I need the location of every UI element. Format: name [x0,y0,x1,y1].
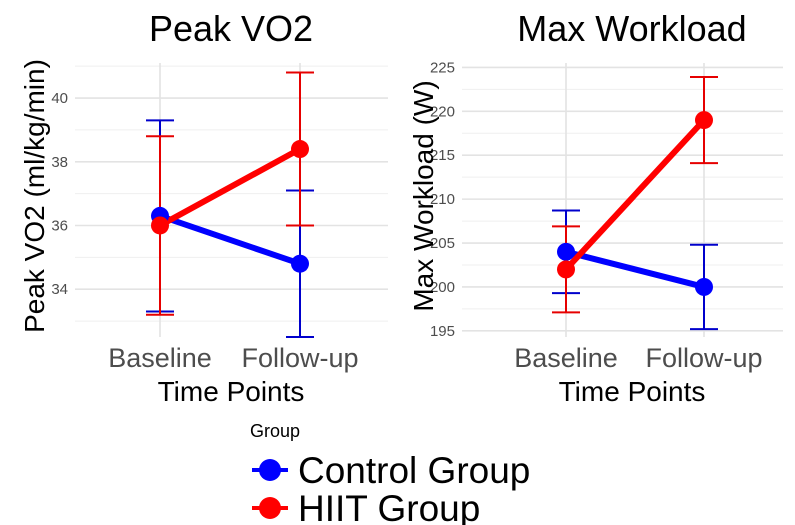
legend-item-hiit: HIIT Group [252,488,480,525]
y-tick-label: 40 [51,90,68,107]
y-axis-title: Max Workload (W) [408,80,439,311]
y-axis-ticks: 195 200 205 210 215 220 225 [430,59,455,339]
data-point [695,111,713,130]
y-tick-label: 225 [430,59,455,76]
legend-key-point [259,459,281,481]
series-line [157,146,303,229]
x-tick-label: Follow-up [645,343,762,373]
legend-title: Group [250,421,300,441]
series-line [157,212,303,267]
series-line [563,117,707,273]
legend-label: Control Group [298,450,530,491]
series-marks [146,71,314,338]
legend-label: HIIT Group [298,488,480,525]
panel-peak-vo2: Peak VO2 34 36 38 40 Baseline Follow-up Time… [19,8,388,407]
legend-key-point [259,497,281,519]
series-marks [552,76,718,331]
x-tick-label: Baseline [108,343,212,373]
chart-title: Max Workload [517,8,746,49]
y-axis-title: Peak VO2 (ml/kg/min) [19,59,50,333]
data-point [557,260,575,279]
data-point [291,140,309,159]
y-tick-label: 36 [51,217,68,234]
x-axis-ticks: Baseline Follow-up [108,343,358,373]
series-line [563,248,707,290]
data-point [695,277,713,296]
y-axis-ticks: 34 36 38 40 [51,90,68,298]
x-axis-ticks: Baseline Follow-up [514,343,762,373]
y-tick-label: 215 [430,147,455,164]
legend: Group Control Group HIIT Group [250,421,530,525]
data-point [291,254,309,273]
gridlines [75,63,388,337]
chart-title: Peak VO2 [149,8,313,49]
gridlines [462,63,783,337]
y-tick-label: 195 [430,323,455,340]
x-tick-label: Follow-up [241,343,358,373]
y-tick-label: 34 [51,281,68,298]
legend-item-control: Control Group [252,450,530,491]
x-tick-label: Baseline [514,343,618,373]
x-axis-title: Time Points [559,376,706,407]
panel-max-workload: Max Workload 195 200 205 210 215 220 225 Basel… [408,8,783,407]
data-point [151,216,169,235]
y-tick-label: 220 [430,103,455,120]
y-tick-label: 38 [51,154,68,171]
y-tick-label: 210 [430,191,455,208]
data-point [557,242,575,261]
y-tick-label: 205 [430,235,455,252]
y-tick-label: 200 [430,279,455,296]
x-axis-title: Time Points [158,376,305,407]
